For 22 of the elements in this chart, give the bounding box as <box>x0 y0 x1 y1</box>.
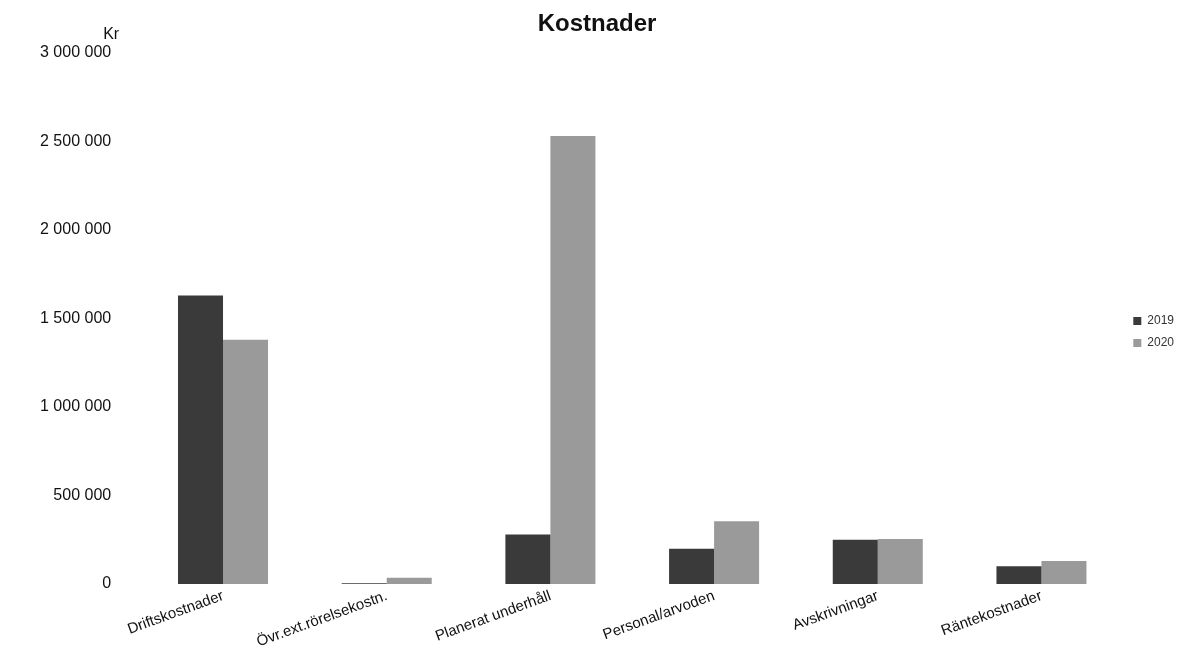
bar <box>669 548 715 585</box>
bar <box>1041 561 1087 585</box>
bar <box>223 339 269 585</box>
legend-label: 2020 <box>1147 335 1175 350</box>
y-tick-label: 2 000 000 <box>39 220 112 238</box>
y-axis-title: Kr <box>103 25 120 43</box>
y-tick-label: 500 000 <box>53 485 112 503</box>
bar <box>714 521 760 585</box>
y-tick-label: 0 <box>102 574 112 592</box>
bar <box>877 538 923 585</box>
bar <box>832 539 878 585</box>
y-tick-label: 2 500 000 <box>39 131 112 149</box>
legend-label: 2019 <box>1147 313 1175 328</box>
y-tick-label: 1 000 000 <box>39 397 112 415</box>
bar <box>386 577 432 585</box>
bar <box>178 295 224 585</box>
bar <box>550 136 596 585</box>
bar <box>996 566 1042 585</box>
y-tick-label: 1 500 000 <box>39 308 112 326</box>
chart-title: Kostnader <box>537 9 657 37</box>
bar <box>505 534 551 585</box>
y-tick-label: 3 000 000 <box>39 43 112 61</box>
